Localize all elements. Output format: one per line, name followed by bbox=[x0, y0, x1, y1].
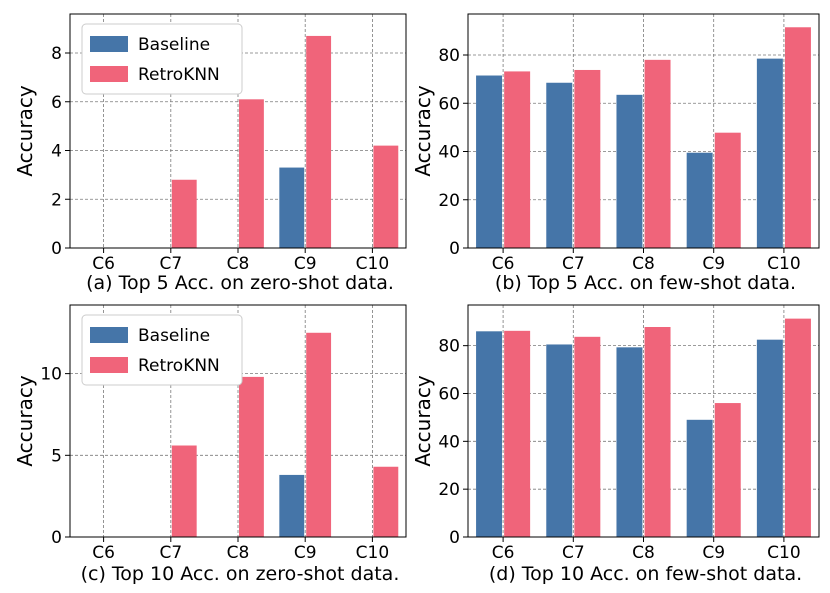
x-tick-label: C10 bbox=[767, 254, 801, 274]
legend: Baseline RetroKNN bbox=[81, 23, 243, 95]
x-tick-label: C7 bbox=[159, 254, 182, 274]
x-tick-label: C6 bbox=[92, 254, 115, 274]
panel-caption: (b) Top 5 Acc. on few-shot data. bbox=[495, 272, 796, 294]
plot-frame bbox=[467, 304, 820, 538]
baseline-bar-c9 bbox=[279, 474, 305, 537]
legend-label: RetroKNN bbox=[138, 65, 220, 85]
retroknn-bar-c7 bbox=[171, 445, 197, 537]
plot-frame bbox=[467, 13, 820, 249]
x-tick-label: C9 bbox=[702, 254, 725, 274]
x-tick-label: C6 bbox=[492, 543, 515, 563]
y-tick-label: 4 bbox=[51, 142, 62, 162]
y-tick-label: 8 bbox=[51, 44, 62, 64]
retroknn-bar-c9 bbox=[306, 35, 332, 248]
x-tick-label: C7 bbox=[562, 254, 585, 274]
retroknn-bar-c9 bbox=[306, 332, 332, 537]
y-tick-label: 80 bbox=[438, 46, 460, 66]
retroknn-bar-c8 bbox=[644, 59, 671, 248]
chart-panel-a: 0 2 4 6 8 C6 C7 C8 C9 C10 Accuracy (a) Top 5 Acc. o… bbox=[13, 13, 407, 294]
retroknn-bar-c10 bbox=[373, 466, 399, 537]
panel-caption: (c) Top 10 Acc. on zero-shot data. bbox=[81, 563, 400, 585]
x-tick-label: C9 bbox=[294, 254, 317, 274]
baseline-bar-c9 bbox=[686, 152, 713, 248]
baseline-bar-c9 bbox=[279, 167, 305, 248]
retroknn-bar-c9 bbox=[714, 403, 741, 537]
plot-frame bbox=[69, 304, 407, 538]
legend: Baseline RetroKNN bbox=[81, 314, 243, 386]
panel-caption: (d) Top 10 Acc. on few-shot data. bbox=[489, 563, 802, 585]
y-tick-label: 5 bbox=[51, 446, 62, 466]
baseline-legend-swatch bbox=[90, 327, 128, 343]
baseline-bar-c6 bbox=[476, 75, 503, 248]
legend-label: RetroKNN bbox=[138, 356, 220, 376]
y-tick-label: 0 bbox=[51, 239, 62, 259]
x-tick-label: C8 bbox=[632, 543, 655, 563]
retroknn-bar-c10 bbox=[373, 145, 399, 248]
x-tick-label: C7 bbox=[159, 543, 182, 563]
baseline-bar-c8 bbox=[616, 347, 643, 537]
panel-caption: (a) Top 5 Acc. on zero-shot data. bbox=[86, 272, 394, 294]
retroknn-bar-c9 bbox=[714, 132, 741, 248]
baseline-bar-c9 bbox=[686, 419, 713, 537]
y-axis-label: Accuracy bbox=[13, 375, 37, 466]
y-tick-label: 6 bbox=[51, 93, 62, 113]
x-tick-label: C9 bbox=[294, 543, 317, 563]
retroknn-bar-c7 bbox=[171, 179, 197, 248]
y-tick-label: 60 bbox=[438, 384, 460, 404]
y-tick-label: 60 bbox=[438, 94, 460, 114]
x-tick-label: C10 bbox=[356, 254, 390, 274]
y-tick-label: 10 bbox=[40, 365, 62, 385]
y-tick-label: 40 bbox=[438, 143, 460, 163]
x-tick-label: C8 bbox=[227, 543, 250, 563]
x-tick-label: C10 bbox=[356, 543, 390, 563]
y-axis-label: Accuracy bbox=[411, 375, 435, 466]
x-tick-label: C9 bbox=[702, 543, 725, 563]
y-tick-label: 2 bbox=[51, 190, 62, 210]
x-tick-label: C8 bbox=[227, 254, 250, 274]
y-tick-label: 20 bbox=[438, 191, 460, 211]
retroknn-bar-c10 bbox=[784, 318, 811, 537]
retroknn-bar-c6 bbox=[504, 71, 531, 249]
y-tick-label: 40 bbox=[438, 432, 460, 452]
y-axis-label: Accuracy bbox=[13, 85, 37, 176]
baseline-bar-c7 bbox=[546, 344, 573, 537]
y-tick-label: 0 bbox=[449, 239, 460, 259]
y-tick-label: 80 bbox=[438, 337, 460, 357]
baseline-bar-c7 bbox=[546, 82, 573, 248]
y-axis-label: Accuracy bbox=[411, 85, 435, 176]
retroknn-bar-c7 bbox=[574, 336, 601, 537]
retroknn-bar-c8 bbox=[239, 376, 264, 537]
baseline-legend-swatch bbox=[90, 36, 128, 52]
y-tick-label: 0 bbox=[449, 528, 460, 548]
x-tick-label: C8 bbox=[632, 254, 655, 274]
retroknn-bar-c8 bbox=[644, 327, 671, 537]
baseline-bar-c8 bbox=[616, 94, 643, 249]
retroknn-bar-c10 bbox=[784, 27, 811, 249]
y-tick-label: 20 bbox=[438, 480, 460, 500]
legend-label: Baseline bbox=[138, 35, 210, 55]
retroknn-bar-c8 bbox=[239, 99, 264, 248]
retroknn-legend-swatch bbox=[90, 66, 128, 82]
x-tick-label: C6 bbox=[492, 254, 515, 274]
chart-panel-d: 0 20 40 60 80 C6 C7 C8 C9 C10 Accuracy (d) Top 10 A… bbox=[411, 304, 820, 585]
retroknn-bar-c6 bbox=[504, 330, 531, 537]
x-tick-label: C6 bbox=[92, 543, 115, 563]
baseline-bar-c10 bbox=[756, 339, 783, 537]
baseline-bar-c10 bbox=[756, 58, 783, 249]
x-tick-label: C10 bbox=[767, 543, 801, 563]
x-tick-label: C7 bbox=[562, 543, 585, 563]
chart-panel-c: 0 5 10 C6 C7 C8 C9 C10 Accuracy (c) Top 10 Acc. o… bbox=[13, 304, 407, 585]
baseline-bar-c6 bbox=[476, 331, 503, 537]
y-tick-label: 0 bbox=[51, 528, 62, 548]
retroknn-bar-c7 bbox=[574, 69, 601, 248]
plot-frame bbox=[69, 13, 407, 249]
legend-label: Baseline bbox=[138, 326, 210, 346]
chart-panel-b: 0 20 40 60 80 C6 C7 C8 C9 C10 Accuracy (b) Top 5 Ac… bbox=[411, 13, 820, 294]
retroknn-legend-swatch bbox=[90, 357, 128, 373]
